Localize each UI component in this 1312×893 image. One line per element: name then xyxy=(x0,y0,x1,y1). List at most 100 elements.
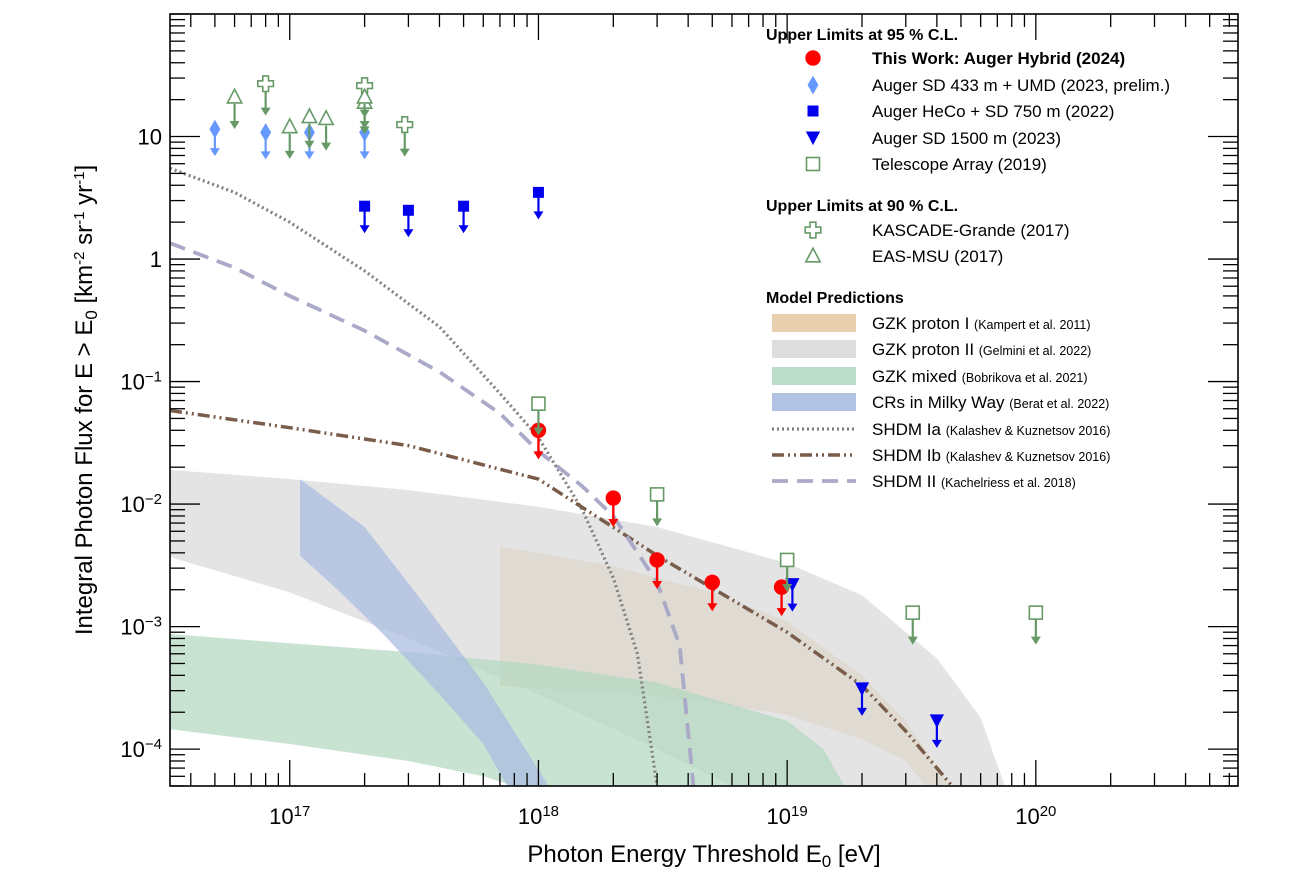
model-lines xyxy=(170,166,954,786)
limit-arrow xyxy=(652,501,663,527)
legend-label: EAS-MSU (2017) xyxy=(872,247,1003,266)
legend-header-95: Upper Limits at 95 % C.L. xyxy=(766,27,958,44)
legend-swatch xyxy=(772,367,856,385)
limit-arrow xyxy=(533,410,544,436)
model-bands xyxy=(170,469,1005,786)
y-title-mid1: sr xyxy=(71,225,98,252)
x-axis-title-main: Photon Energy Threshold E xyxy=(527,841,821,868)
legend-swatch xyxy=(772,314,856,332)
legend-marker xyxy=(807,75,819,95)
data-point xyxy=(905,605,921,620)
legend-marker xyxy=(807,105,819,117)
data-point xyxy=(531,396,546,411)
limit-arrow xyxy=(782,566,793,592)
y-title-sup1: -2 xyxy=(71,252,88,265)
legend-label: SHDM Ia (Kalashev & Kuznetsov 2016) xyxy=(872,420,1110,439)
limit-arrow xyxy=(403,212,414,238)
x-axis-title-sub: 0 xyxy=(822,852,831,871)
legend-label: KASCADE-Grande (2017) xyxy=(872,221,1069,240)
y-title-sup2: -1 xyxy=(71,212,88,225)
data-point xyxy=(226,87,244,104)
y-tick-label: 10−4 xyxy=(120,736,162,763)
legend-marker xyxy=(804,221,822,239)
limit-arrow xyxy=(321,125,332,151)
data-point xyxy=(359,200,371,212)
legend-label: Auger SD 1500 m (2023) xyxy=(872,129,1061,148)
legend-label: GZK mixed (Bobrikova et al. 2021) xyxy=(872,367,1088,386)
legend-label: SHDM Ib (Kalashev & Kuznetsov 2016) xyxy=(872,446,1110,465)
y-tick-label: 10−1 xyxy=(120,368,162,395)
x-tick-label: 1017 xyxy=(269,803,310,830)
y-tick-label: 10−3 xyxy=(120,613,162,640)
data-point xyxy=(260,123,272,142)
x-tick-label: 1018 xyxy=(518,803,559,830)
y-title-mid2: yr xyxy=(71,185,98,212)
data-point xyxy=(356,87,374,104)
x-axis-title: Photon Energy Threshold E0 [eV] xyxy=(527,841,880,871)
legend-label: Auger HeCo + SD 750 m (2022) xyxy=(872,102,1114,121)
legend-label: Auger SD 433 m + UMD (2023, prelim.) xyxy=(872,76,1170,95)
legend-marker xyxy=(805,156,821,172)
data-point xyxy=(300,107,318,124)
limit-arrow xyxy=(1030,619,1041,645)
limit-arrow xyxy=(260,90,271,116)
y-tick-label: 10−2 xyxy=(120,491,162,518)
y-title-sub: 0 xyxy=(82,310,101,319)
legend-swatch xyxy=(772,340,856,358)
data-point xyxy=(458,200,470,212)
data-points xyxy=(209,75,1044,748)
data-point xyxy=(532,186,544,198)
data-point xyxy=(402,204,414,216)
data-point xyxy=(854,682,870,697)
legend: Upper Limits at 95 % C.L. Upper Limits a… xyxy=(766,27,1170,491)
legend-label: SHDM II (Kachelriess et al. 2018) xyxy=(872,472,1076,491)
limit-arrow xyxy=(458,208,469,234)
legend-marker xyxy=(805,131,821,146)
legend-marker xyxy=(804,246,822,263)
x-axis-title-unit: [eV] xyxy=(831,841,880,868)
data-point xyxy=(396,116,414,134)
limit-arrow xyxy=(907,619,918,645)
y-title-unit: [km xyxy=(71,265,98,310)
data-point xyxy=(209,119,221,139)
y-tick-label: 10 xyxy=(138,125,162,150)
band-crs-in-milky-way xyxy=(300,479,549,786)
data-point xyxy=(317,109,335,126)
legend-label: GZK proton II (Gelmini et al. 2022) xyxy=(872,340,1091,359)
axis-ticks xyxy=(170,13,1238,787)
limit-arrow xyxy=(304,123,315,149)
data-point xyxy=(256,75,275,93)
y-title-close: ] xyxy=(71,165,98,172)
y-title-sup3: -1 xyxy=(71,171,88,184)
y-tick-label: 1 xyxy=(150,247,162,272)
legend-label: Telescope Array (2019) xyxy=(872,155,1047,174)
y-title-main: Integral Photon Flux for E > E xyxy=(71,320,98,636)
legend-marker xyxy=(805,50,821,66)
legend-label: This Work: Auger Hybrid (2024) xyxy=(872,49,1125,68)
legend-label: GZK proton I (Kampert et al. 2011) xyxy=(872,314,1091,333)
y-axis-title: Integral Photon Flux for E > E0 [km-2 sr… xyxy=(71,165,102,635)
data-point xyxy=(1028,605,1044,620)
data-point xyxy=(785,578,800,592)
limit-arrow xyxy=(533,194,544,220)
limit-arrow xyxy=(229,104,240,130)
legend-label: CRs in Milky Way (Berat et al. 2022) xyxy=(872,393,1109,412)
data-point xyxy=(773,579,790,595)
data-point xyxy=(281,117,299,134)
limit-arrow xyxy=(284,133,295,159)
line-shdm-ia xyxy=(170,166,659,786)
tick-labels: 1017 1018 1019 1020 10 1 10−1 10−2 10−3 10−4 xyxy=(120,125,1056,829)
data-point xyxy=(704,574,720,590)
data-point xyxy=(649,552,665,568)
limit-arrow xyxy=(399,131,410,157)
legend-swatch xyxy=(772,393,856,411)
line-shdm-ib xyxy=(170,408,954,786)
limit-arrow xyxy=(359,208,370,234)
data-point xyxy=(929,714,945,729)
limit-arrow xyxy=(359,104,370,130)
data-point xyxy=(649,487,665,502)
legend-header-90: Upper Limits at 90 % C.L. xyxy=(766,198,958,215)
legend-header-models: Model Predictions xyxy=(766,290,904,307)
x-tick-label: 1019 xyxy=(767,803,808,830)
